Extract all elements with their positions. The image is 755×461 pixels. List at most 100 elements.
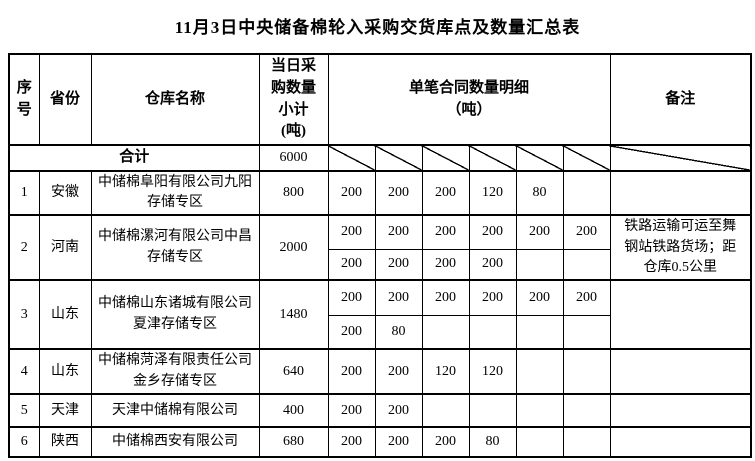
- cell-province: 山东: [38, 348, 92, 395]
- cell-detail: 200: [327, 314, 376, 350]
- cell-province: 陕西: [38, 426, 92, 458]
- cell-detail: [515, 248, 564, 281]
- cell-warehouse: 中储棉西安有限公司: [90, 426, 260, 458]
- col-header-daily-subtotal: 当日采 购数量 小计 (吨): [258, 53, 329, 146]
- cell-detail: 200: [421, 248, 470, 281]
- cell-detail: [562, 393, 611, 428]
- cell-detail: 200: [421, 279, 470, 316]
- col-header-warehouse: 仓库名称: [90, 53, 260, 146]
- cell-subtotal: 640: [258, 348, 329, 395]
- cell-detail: [562, 314, 611, 350]
- cell-detail: 200: [421, 214, 470, 250]
- cell-remark: [609, 279, 752, 350]
- cell-detail: 200: [515, 279, 564, 316]
- cell-province: 天津: [38, 393, 92, 428]
- cell-detail: [421, 314, 470, 350]
- cell-subtotal: 2000: [258, 214, 329, 281]
- cell-detail: 200: [468, 279, 517, 316]
- cell-detail: [562, 348, 611, 395]
- cell-detail: 200: [374, 393, 423, 428]
- cell-remark: [609, 169, 752, 216]
- cell-seq: 3: [8, 279, 40, 350]
- cell-subtotal: 1480: [258, 279, 329, 350]
- cell-remark: 铁路运输可运至舞钢站铁路货场；距仓库0.5公里: [609, 214, 752, 281]
- page-title: 11月3日中央储备棉轮入采购交货库点及数量汇总表: [174, 18, 581, 37]
- diagonal-slash-cell: [327, 144, 376, 172]
- total-row: 合计 6000: [8, 144, 752, 172]
- cell-detail: 200: [374, 214, 423, 250]
- cell-detail: 200: [468, 248, 517, 281]
- cell-detail: [468, 393, 517, 428]
- cell-detail: [515, 314, 564, 350]
- data-row-3: 3 山东 中储棉山东诸城有限公司夏津存储专区 1480 200 200 200 …: [8, 279, 752, 350]
- cell-warehouse: 天津中储棉有限公司: [90, 393, 260, 428]
- cell-seq: 5: [8, 393, 40, 428]
- data-row-1: 1 安徽 中储棉阜阳有限公司九阳存储专区 800 200 200 200 120…: [8, 169, 752, 216]
- cell-detail: [515, 426, 564, 458]
- cell-warehouse: 中储棉漯河有限公司中昌存储专区: [90, 214, 260, 281]
- diagonal-slash-cell: [421, 144, 470, 172]
- cell-remark: [609, 348, 752, 395]
- cell-detail: [468, 314, 517, 350]
- cell-detail: 200: [327, 169, 376, 216]
- data-row-2-sub: 200 200 200 200: [9, 248, 751, 281]
- cell-remark: [609, 393, 752, 428]
- summary-table: 序号 省份 仓库名称 当日采 购数量 小计 (吨) 单笔合同数量明细 （吨） 备…: [8, 53, 753, 459]
- cell-remark: [609, 426, 752, 458]
- cell-warehouse: 中储棉阜阳有限公司九阳存储专区: [90, 169, 260, 216]
- cell-detail: 200: [562, 214, 611, 250]
- cell-detail: 200: [374, 279, 423, 316]
- cell-detail: [421, 393, 470, 428]
- data-row-5: 5 天津 天津中储棉有限公司 400 200 200: [8, 393, 752, 428]
- cell-detail: [562, 426, 611, 458]
- cell-detail: 200: [327, 248, 376, 281]
- cell-detail: 200: [515, 214, 564, 250]
- diagonal-slash-cell: [609, 144, 752, 172]
- cell-detail: 200: [327, 214, 376, 250]
- cell-detail: [515, 348, 564, 395]
- cell-province: 河南: [38, 214, 92, 281]
- cell-detail: 200: [327, 279, 376, 316]
- cell-detail: 200: [374, 426, 423, 458]
- cell-province: 安徽: [38, 169, 92, 216]
- cell-detail: 120: [421, 348, 470, 395]
- cell-detail: 200: [562, 279, 611, 316]
- cell-detail: 80: [468, 426, 517, 458]
- cell-detail: 200: [374, 348, 423, 395]
- cell-detail: 200: [374, 248, 423, 281]
- total-value: 6000: [258, 144, 329, 172]
- cell-seq: 2: [8, 214, 40, 281]
- cell-detail: 80: [374, 314, 423, 350]
- diagonal-slash-cell: [468, 144, 517, 172]
- cell-subtotal: 800: [258, 169, 329, 216]
- diagonal-slash-cell: [562, 144, 611, 172]
- cell-province: 山东: [38, 279, 92, 350]
- cell-detail: [562, 248, 611, 281]
- total-label: 合计: [8, 144, 260, 172]
- cell-detail: 200: [421, 169, 470, 216]
- cell-seq: 1: [8, 169, 40, 216]
- cell-detail: 200: [327, 348, 376, 395]
- cell-warehouse: 中储棉山东诸城有限公司夏津存储专区: [90, 279, 260, 350]
- col-header-contract-detail: 单笔合同数量明细 （吨）: [327, 53, 611, 146]
- cell-detail: 200: [327, 426, 376, 458]
- cell-detail: 200: [374, 169, 423, 216]
- cell-seq: 4: [8, 348, 40, 395]
- cell-detail: 200: [421, 426, 470, 458]
- col-header-seq: 序号: [8, 53, 40, 146]
- cell-detail: 120: [468, 348, 517, 395]
- diagonal-slash-cell: [374, 144, 423, 172]
- cell-warehouse: 中储棉菏泽有限责任公司金乡存储专区: [90, 348, 260, 395]
- cell-subtotal: 400: [258, 393, 329, 428]
- header-row: 序号 省份 仓库名称 当日采 购数量 小计 (吨) 单笔合同数量明细 （吨） 备…: [8, 53, 752, 146]
- cell-detail: 120: [468, 169, 517, 216]
- cell-detail: 80: [515, 169, 564, 216]
- cell-subtotal: 680: [258, 426, 329, 458]
- col-header-remark: 备注: [609, 53, 752, 146]
- col-header-province: 省份: [38, 53, 92, 146]
- diagonal-slash-cell: [515, 144, 564, 172]
- data-row-2: 2 河南 中储棉漯河有限公司中昌存储专区 2000 200 200 200 20…: [8, 214, 752, 281]
- cell-detail: 200: [327, 393, 376, 428]
- data-row-4: 4 山东 中储棉菏泽有限责任公司金乡存储专区 640 200 200 120 1…: [8, 348, 752, 395]
- cell-detail: [562, 169, 611, 216]
